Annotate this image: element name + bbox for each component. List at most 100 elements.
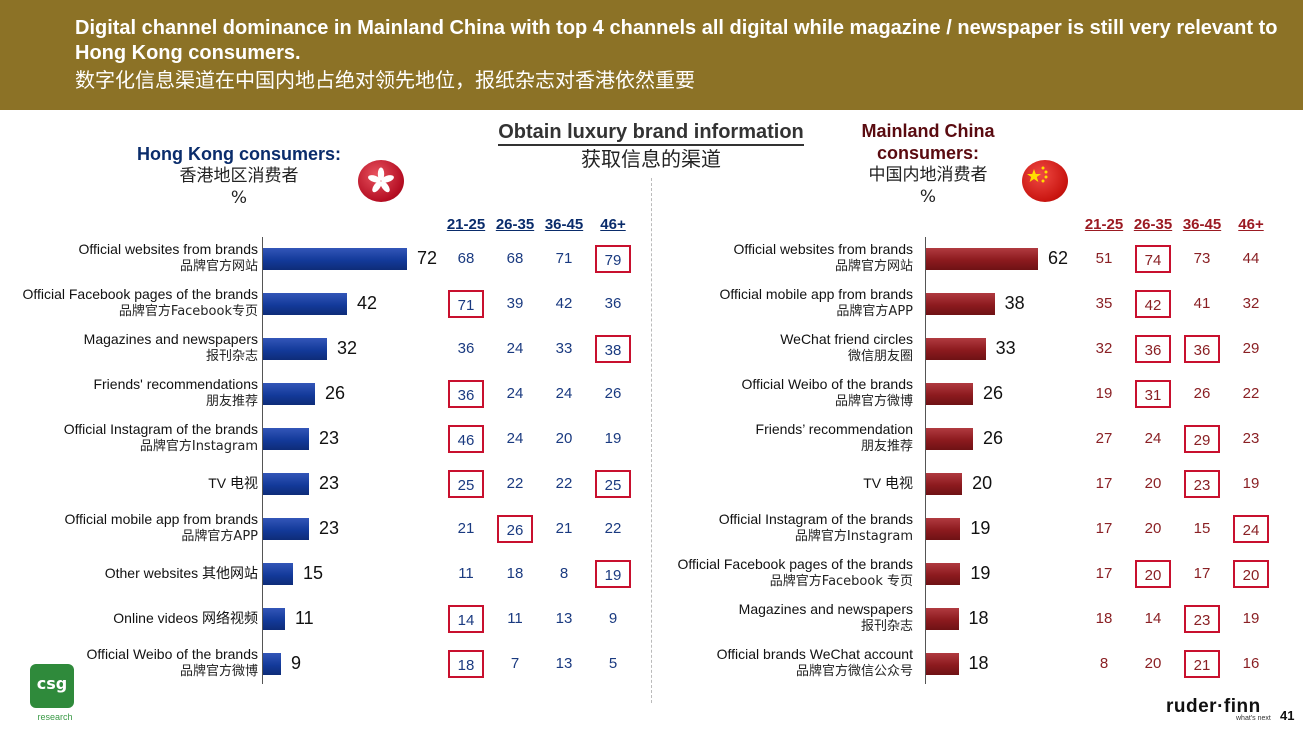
cn-row-label: TV 电视 — [593, 475, 913, 492]
hk-age-value: 8 — [559, 565, 569, 582]
cn-row-label-zh: 品牌官方微博 — [834, 394, 913, 409]
cn-age-value: 23 — [1242, 430, 1260, 447]
cn-bar — [926, 428, 973, 450]
hk-age-value: 79 — [595, 245, 631, 273]
hk-row-label-zh: 报刊杂志 — [205, 349, 258, 364]
cn-age-value: 36 — [1135, 335, 1171, 363]
hk-unit: % — [230, 188, 248, 208]
cn-age-value: 20 — [1144, 520, 1162, 537]
cn-row-label: Friends’ recommendation 朋友推荐 — [593, 421, 913, 455]
hk-row-label-en: Official Instagram of the brands — [63, 421, 258, 437]
cn-panel-title: Mainland China consumers: 中国内地消费者 % — [838, 120, 1018, 208]
hk-age-value: 11 — [458, 565, 474, 582]
cn-row-label: Official Facebook pages of the brands 品牌官… — [593, 556, 913, 590]
cn-unit: % — [919, 187, 937, 207]
header-banner: Digital channel dominance in Mainland Ch… — [0, 0, 1303, 110]
cn-title-en: Mainland China consumers: — [861, 121, 995, 163]
cn-age-header-3: 46+ — [1238, 216, 1264, 233]
hk-age-value: 24 — [506, 340, 524, 357]
cn-bar-value: 26 — [982, 383, 1003, 403]
hk-age-value: 36 — [604, 295, 622, 312]
cn-row-label-en: Official mobile app from brands — [719, 286, 914, 302]
cn-bar-value: 62 — [1048, 248, 1069, 268]
cn-bar-value: 33 — [995, 338, 1016, 358]
hk-bar — [263, 518, 309, 540]
cn-age-value: 17 — [1095, 475, 1113, 492]
cn-age-header-1: 26-35 — [1133, 216, 1173, 233]
hk-age-header-1: 26-35 — [495, 216, 535, 233]
hk-row-label-en: Official Weibo of the brands — [86, 646, 258, 662]
hk-age-value: 22 — [506, 475, 524, 492]
hk-row-label-zh: 品牌官方网站 — [179, 259, 258, 274]
hk-age-value: 22 — [555, 475, 573, 492]
cn-row-label-en: Official Instagram of the brands — [718, 511, 913, 527]
cn-age-value: 22 — [1242, 385, 1260, 402]
cn-row-label-zh: 品牌官方网站 — [834, 259, 913, 274]
hk-age-value: 71 — [448, 290, 484, 318]
cn-age-value: 16 — [1242, 655, 1260, 672]
hk-age-header-3: 46+ — [600, 216, 626, 233]
hk-age-value: 25 — [448, 470, 484, 498]
cn-age-value: 19 — [1242, 610, 1260, 627]
hk-row-label-en: Magazines and newspapers — [83, 331, 258, 347]
cn-age-value: 24 — [1233, 515, 1269, 543]
hk-row-label-zh: 品牌官方APP — [181, 529, 258, 544]
hk-row-label-en: Official Facebook pages of the brands — [22, 286, 258, 302]
hk-bar-value: 26 — [325, 383, 346, 403]
cn-age-value: 14 — [1144, 610, 1162, 627]
china-flag-icon — [1022, 160, 1068, 202]
cn-age-header-2: 36-45 — [1182, 216, 1222, 233]
hk-age-value: 24 — [506, 430, 524, 447]
cn-age-value: 32 — [1242, 295, 1260, 312]
cn-row-label-en: TV 电视 — [863, 475, 913, 491]
cn-row-label: Magazines and newspapers 报刊杂志 — [593, 601, 913, 635]
hk-row-label-en: Friends' recommendations — [93, 376, 258, 392]
hk-age-value: 13 — [555, 655, 573, 672]
hk-bar-value: 9 — [291, 653, 302, 673]
cn-bar — [926, 293, 995, 315]
hk-row-label: Online videos 网络视频 — [0, 610, 258, 627]
cn-title-zh: 中国内地消费者 — [868, 165, 988, 185]
cn-age-value: 29 — [1242, 340, 1260, 357]
cn-row-label-en: WeChat friend circles — [780, 331, 913, 347]
hk-bar — [263, 473, 309, 495]
cn-age-value: 29 — [1184, 425, 1220, 453]
cn-age-value: 17 — [1095, 520, 1113, 537]
cn-row-label-en: Official Facebook pages of the brands — [677, 556, 913, 572]
hk-bar — [263, 383, 315, 405]
center-title-zh: 获取信息的渠道 — [581, 147, 721, 171]
hk-row-label-en: TV 电视 — [208, 475, 258, 491]
ruder-finn-tagline: what's next — [1236, 715, 1271, 722]
hk-bar — [263, 653, 281, 675]
cn-age-value: 27 — [1095, 430, 1113, 447]
cn-age-header-0: 21-25 — [1084, 216, 1124, 233]
slide-title-en: Digital channel dominance in Mainland Ch… — [75, 17, 1278, 64]
hk-row-label-zh: 品牌官方Facebook专页 — [118, 304, 258, 319]
cn-age-value: 17 — [1095, 565, 1113, 582]
cn-row-label-zh: 品牌官方微信公众号 — [795, 664, 913, 679]
hong-kong-flag-icon — [358, 160, 404, 202]
hk-bar — [263, 608, 285, 630]
cn-row-label: Official Weibo of the brands 品牌官方微博 — [593, 376, 913, 410]
cn-bar-value: 19 — [970, 563, 991, 583]
cn-age-value: 36 — [1184, 335, 1220, 363]
cn-age-value: 73 — [1193, 250, 1211, 267]
ruder-finn-logo: ruder·finn — [1166, 696, 1261, 717]
hk-age-value: 20 — [555, 430, 573, 447]
csg-logo: csg — [30, 664, 74, 708]
cn-row-label-zh: 品牌官方Facebook 专页 — [769, 574, 913, 589]
hk-row-label: Other websites 其他网站 — [0, 565, 258, 582]
hk-age-value: 21 — [457, 520, 475, 537]
cn-bar — [926, 383, 973, 405]
hk-axis-line — [262, 237, 263, 684]
cn-age-value: 44 — [1242, 250, 1260, 267]
hk-age-value: 21 — [555, 520, 573, 537]
hk-row-label: Official Weibo of the brands 品牌官方微博 — [0, 646, 258, 680]
hk-row-label-zh: 品牌官方Instagram — [139, 439, 258, 454]
hk-age-value: 36 — [457, 340, 475, 357]
hk-bar — [263, 293, 347, 315]
cn-row-label-en: Magazines and newspapers — [738, 601, 913, 617]
hk-age-value: 42 — [555, 295, 573, 312]
hk-age-value: 24 — [555, 385, 573, 402]
hk-bar-value: 42 — [357, 293, 378, 313]
